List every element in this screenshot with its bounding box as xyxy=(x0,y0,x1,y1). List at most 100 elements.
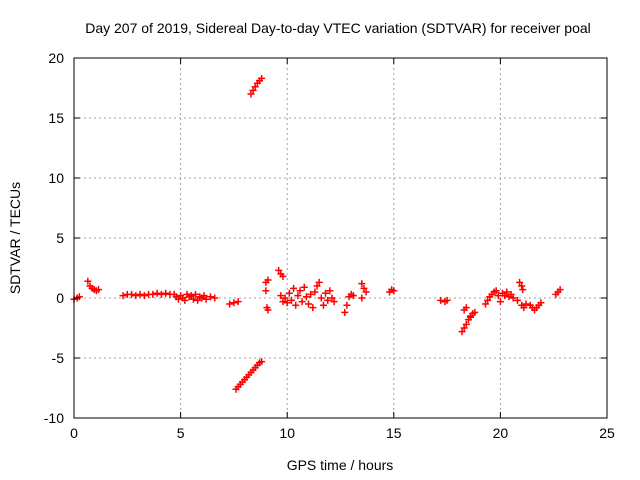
data-point xyxy=(287,296,295,304)
data-point xyxy=(262,287,270,295)
y-tick-label: -10 xyxy=(44,410,64,426)
data-point xyxy=(494,292,502,300)
y-tick-label: -5 xyxy=(52,350,65,366)
data-point xyxy=(513,296,521,304)
data-point xyxy=(200,292,208,300)
data-point xyxy=(537,299,545,307)
y-tick-label: 20 xyxy=(48,50,64,66)
x-tick-label: 20 xyxy=(493,425,509,441)
x-tick-label: 5 xyxy=(177,425,185,441)
data-point xyxy=(251,83,259,91)
data-point xyxy=(343,301,351,309)
data-point xyxy=(194,296,202,304)
data-point xyxy=(516,278,524,286)
x-axis-label: GPS time / hours xyxy=(287,457,394,473)
data-point xyxy=(492,287,500,295)
data-point xyxy=(443,296,451,304)
data-point xyxy=(300,283,308,291)
data-point xyxy=(294,292,302,300)
data-point xyxy=(503,288,511,296)
x-tick-label: 15 xyxy=(386,425,402,441)
data-point xyxy=(328,294,336,302)
data-point xyxy=(174,295,182,303)
data-point xyxy=(157,290,165,298)
data-point xyxy=(324,296,332,304)
data-point xyxy=(519,286,527,294)
data-point xyxy=(317,294,325,302)
data-point xyxy=(279,298,287,306)
data-point xyxy=(264,276,272,284)
x-tick-label: 10 xyxy=(279,425,295,441)
data-point xyxy=(249,86,257,94)
data-point xyxy=(281,294,289,302)
data-point xyxy=(181,296,189,304)
data-point xyxy=(302,293,310,301)
data-point xyxy=(460,324,468,332)
data-point xyxy=(358,294,366,302)
data-point xyxy=(518,282,526,290)
data-point xyxy=(522,300,530,308)
data-point xyxy=(462,320,470,328)
data-point xyxy=(520,304,528,312)
x-tick-label: 0 xyxy=(70,425,78,441)
data-point xyxy=(75,293,83,301)
data-point xyxy=(162,289,170,297)
data-point xyxy=(313,282,321,290)
data-point xyxy=(481,300,489,308)
data-point xyxy=(298,298,306,306)
data-point xyxy=(358,280,366,288)
chart-title: Day 207 of 2019, Sidereal Day-to-day VTE… xyxy=(85,20,591,36)
data-point xyxy=(360,284,368,292)
data-point xyxy=(153,289,161,297)
y-tick-label: 10 xyxy=(48,170,64,186)
data-point xyxy=(349,292,357,300)
y-tick-label: 15 xyxy=(48,110,64,126)
data-point xyxy=(362,288,370,296)
data-point xyxy=(234,298,242,306)
data-point xyxy=(484,296,492,304)
data-point xyxy=(285,289,293,297)
data-point xyxy=(309,304,317,312)
data-point xyxy=(292,301,300,309)
y-tick-label: 0 xyxy=(56,290,64,306)
data-point xyxy=(290,284,298,292)
data-point xyxy=(277,292,285,300)
data-point xyxy=(202,295,210,303)
data-point xyxy=(501,292,509,300)
data-point xyxy=(509,294,517,302)
data-point xyxy=(206,293,214,301)
data-point xyxy=(467,313,475,321)
data-point xyxy=(437,296,445,304)
data-point xyxy=(132,292,140,300)
data-point xyxy=(462,304,470,312)
data-point xyxy=(283,299,291,307)
axis-ticks: 0 5 10 15 20 25 -10 -5 0 5 10 15 20 xyxy=(44,50,615,441)
data-point xyxy=(556,286,564,294)
grid-lines xyxy=(74,58,607,418)
data-point xyxy=(307,290,315,298)
data-point xyxy=(247,90,255,98)
data-points xyxy=(70,74,564,393)
data-point xyxy=(322,289,330,297)
data-point xyxy=(211,294,219,302)
data-point xyxy=(119,292,127,300)
data-point xyxy=(149,290,157,298)
data-point xyxy=(84,277,92,285)
data-point xyxy=(311,288,319,296)
data-point xyxy=(279,272,287,280)
data-point xyxy=(189,295,197,303)
data-point xyxy=(319,301,327,309)
y-tick-label: 5 xyxy=(56,230,64,246)
data-point xyxy=(496,298,504,306)
data-point xyxy=(226,300,234,308)
data-point xyxy=(128,290,136,298)
data-point xyxy=(136,290,144,298)
data-point xyxy=(95,286,103,294)
data-point xyxy=(507,290,515,298)
data-point xyxy=(275,266,283,274)
data-point xyxy=(390,287,398,295)
data-point xyxy=(326,287,334,295)
data-point xyxy=(471,308,479,316)
data-point xyxy=(315,278,323,286)
